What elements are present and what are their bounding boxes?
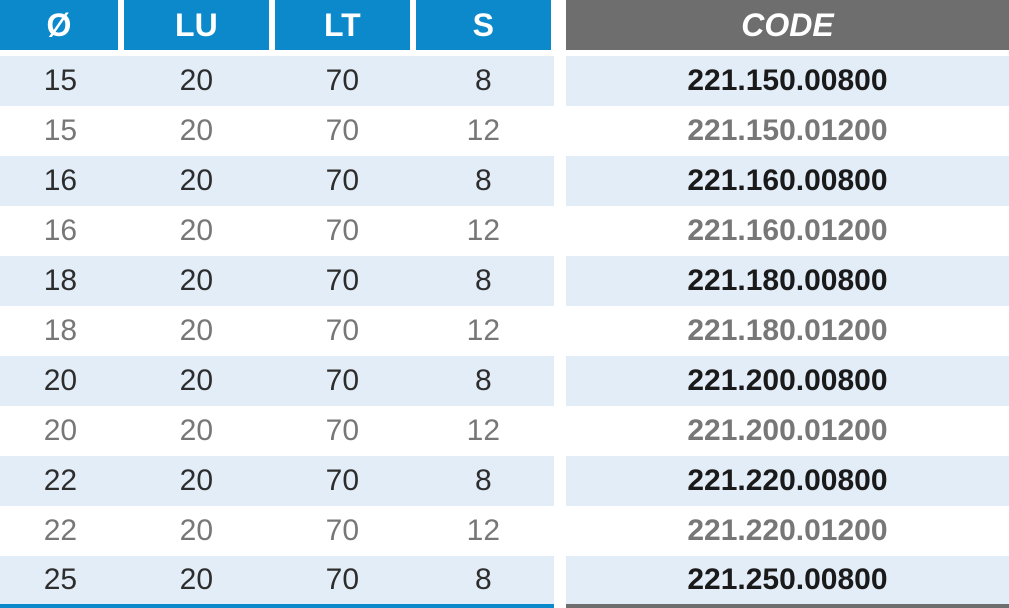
cell-lt: 70: [272, 206, 413, 256]
cell-s: 8: [413, 556, 554, 606]
spec-table: Ø LU LT S CODE 1520708221.150.0080015207…: [0, 0, 1009, 608]
row-gap: [554, 206, 566, 256]
cell-lu: 20: [121, 556, 272, 606]
cell-diameter: 20: [0, 406, 121, 456]
cell-diameter: 18: [0, 256, 121, 306]
cell-lt: 70: [272, 56, 413, 106]
cell-code: 221.160.01200: [566, 206, 1009, 256]
cell-s: 8: [413, 156, 554, 206]
table-row: 2220708221.220.00800: [0, 456, 1009, 506]
cell-code: 221.250.00800: [566, 556, 1009, 606]
cell-s: 8: [413, 256, 554, 306]
cell-diameter: 16: [0, 156, 121, 206]
cell-diameter: 15: [0, 56, 121, 106]
table-body: 1520708221.150.0080015207012221.150.0120…: [0, 56, 1009, 606]
table-row: 1820708221.180.00800: [0, 256, 1009, 306]
cell-s: 8: [413, 456, 554, 506]
cell-code: 221.150.00800: [566, 56, 1009, 106]
table-row: 20207012221.200.01200: [0, 406, 1009, 456]
cell-lu: 20: [121, 406, 272, 456]
cell-lu: 20: [121, 506, 272, 556]
row-gap: [554, 556, 566, 606]
cell-diameter: 16: [0, 206, 121, 256]
cell-lu: 20: [121, 306, 272, 356]
table-row: 18207012221.180.01200: [0, 306, 1009, 356]
header-code: CODE: [566, 0, 1009, 50]
table-row: 22207012221.220.01200: [0, 506, 1009, 556]
cell-lu: 20: [121, 106, 272, 156]
cell-code: 221.160.00800: [566, 156, 1009, 206]
cell-code: 221.220.01200: [566, 506, 1009, 556]
cell-lu: 20: [121, 456, 272, 506]
table-row: 16207012221.160.01200: [0, 206, 1009, 256]
header-s: S: [413, 0, 554, 50]
cell-lt: 70: [272, 406, 413, 456]
cell-s: 8: [413, 56, 554, 106]
cell-code: 221.180.00800: [566, 256, 1009, 306]
cell-lu: 20: [121, 356, 272, 406]
cell-lt: 70: [272, 156, 413, 206]
cell-lt: 70: [272, 306, 413, 356]
cell-lt: 70: [272, 456, 413, 506]
cell-diameter: 15: [0, 106, 121, 156]
cell-s: 12: [413, 106, 554, 156]
cell-diameter: 20: [0, 356, 121, 406]
table-row: 1520708221.150.00800: [0, 56, 1009, 106]
header-row: Ø LU LT S CODE: [0, 0, 1009, 50]
cell-diameter: 22: [0, 506, 121, 556]
row-gap: [554, 306, 566, 356]
row-gap: [554, 456, 566, 506]
cell-s: 12: [413, 206, 554, 256]
cell-code: 221.180.01200: [566, 306, 1009, 356]
cell-code: 221.150.01200: [566, 106, 1009, 156]
cell-diameter: 22: [0, 456, 121, 506]
row-gap: [554, 106, 566, 156]
table-row: 2020708221.200.00800: [0, 356, 1009, 406]
cell-s: 12: [413, 506, 554, 556]
table-row: 1620708221.160.00800: [0, 156, 1009, 206]
header-lu: LU: [121, 0, 272, 50]
row-gap: [554, 256, 566, 306]
table-row: 15207012221.150.01200: [0, 106, 1009, 156]
row-gap: [554, 506, 566, 556]
cell-lt: 70: [272, 256, 413, 306]
cell-diameter: 25: [0, 556, 121, 606]
header-lt: LT: [272, 0, 413, 50]
header-gap: [554, 0, 566, 50]
cell-diameter: 18: [0, 306, 121, 356]
cell-lt: 70: [272, 106, 413, 156]
table-row: 2520708221.250.00800: [0, 556, 1009, 606]
cell-lt: 70: [272, 356, 413, 406]
cell-lu: 20: [121, 56, 272, 106]
cell-lt: 70: [272, 556, 413, 606]
cell-s: 8: [413, 356, 554, 406]
cell-code: 221.200.00800: [566, 356, 1009, 406]
header-diameter: Ø: [0, 0, 121, 50]
cell-lu: 20: [121, 206, 272, 256]
cell-lt: 70: [272, 506, 413, 556]
cell-code: 221.220.00800: [566, 456, 1009, 506]
cell-lu: 20: [121, 256, 272, 306]
cell-s: 12: [413, 306, 554, 356]
row-gap: [554, 356, 566, 406]
row-gap: [554, 156, 566, 206]
cell-s: 12: [413, 406, 554, 456]
cell-lu: 20: [121, 156, 272, 206]
row-gap: [554, 56, 566, 106]
cell-code: 221.200.01200: [566, 406, 1009, 456]
row-gap: [554, 406, 566, 456]
